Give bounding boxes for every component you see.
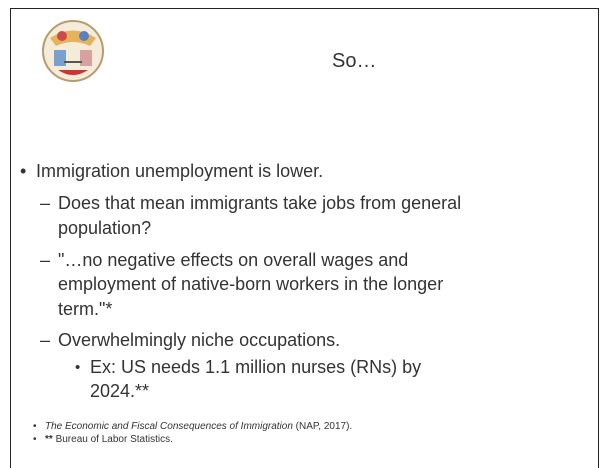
page: So… • Immigration unemployment is lower.… <box>10 8 599 468</box>
title: So… <box>332 50 377 72</box>
footnote-bold: ** <box>45 434 53 445</box>
sub-text: employment of native-born workers in the… <box>58 274 444 294</box>
sub-text: Overwhelmingly niche occupations. <box>58 330 341 350</box>
footnote-bullet: • <box>33 421 37 432</box>
dash: – <box>40 330 51 350</box>
dash: – <box>40 250 51 270</box>
logo <box>42 20 104 82</box>
sub-text: Does that mean immigrants take jobs from… <box>58 193 462 213</box>
slide <box>10 8 599 468</box>
bullet: • <box>20 161 27 181</box>
footnote-text: Bureau of Labor Statistics. <box>52 434 173 445</box>
sub-text: population? <box>58 218 152 238</box>
footnote-italic: The Economic and Fiscal Consequences of … <box>45 421 293 432</box>
footnote-bullet: • <box>33 434 37 445</box>
subsub-text: 2024.** <box>90 381 150 401</box>
sub-text: term."* <box>58 299 113 319</box>
subsub-text: Ex: US needs 1.1 million nurses (RNs) by <box>90 357 422 377</box>
bullet: • <box>75 359 81 376</box>
footnote-text: (NAP, 2017). <box>292 421 353 432</box>
bullet-text: Immigration unemployment is lower. <box>36 161 324 181</box>
footnote: ** Bureau of Labor Statistics. <box>45 433 173 446</box>
sub-text: "…no negative effects on overall wages a… <box>58 250 409 270</box>
dash: – <box>40 193 51 213</box>
footnote: The Economic and Fiscal Consequences of … <box>45 420 352 433</box>
